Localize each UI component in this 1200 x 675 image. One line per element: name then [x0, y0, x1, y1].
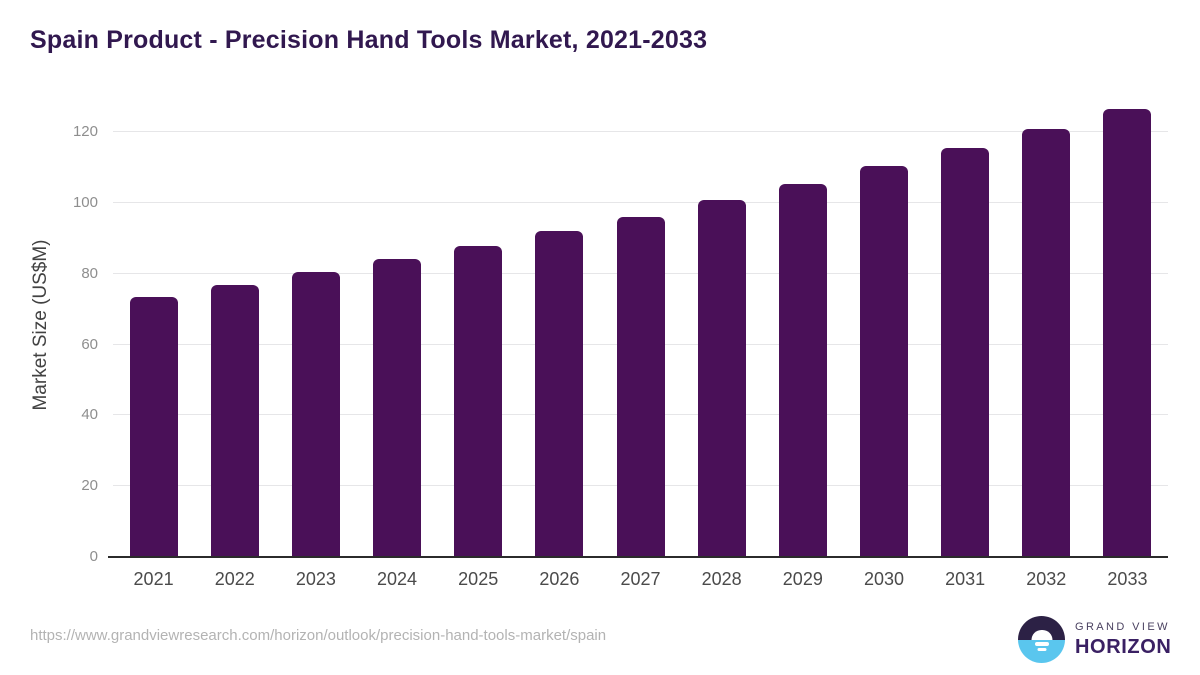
x-tick-2025: 2025 [458, 569, 499, 589]
logo-brand-line1: GRAND VIEW [1075, 620, 1170, 633]
bar-slot-2022: 2022 [194, 97, 275, 589]
x-tick-2027: 2027 [620, 569, 661, 589]
y-tick-120: 120 [72, 123, 98, 141]
x-tick-2030: 2030 [863, 569, 904, 589]
x-tick-2026: 2026 [539, 569, 580, 589]
bar-2026 [535, 231, 584, 557]
bar-slot-2029: 2029 [762, 97, 843, 589]
brand-logo: GRAND VIEW HORIZON [1018, 616, 1171, 663]
x-tick-2024: 2024 [377, 569, 418, 589]
bar-2027 [616, 216, 665, 557]
bar-2022 [210, 285, 259, 557]
bar-slot-2023: 2023 [275, 97, 356, 589]
logo-sky-half [1018, 616, 1065, 640]
gridline-120 [113, 131, 1168, 133]
logo-sun-shape [1031, 629, 1052, 640]
bar-slot-2030: 2030 [843, 97, 924, 589]
gridline-100 [113, 202, 1168, 204]
bar-slot-2021: 2021 [113, 97, 194, 589]
y-tick-100: 100 [72, 194, 98, 212]
x-axis-line [108, 556, 1168, 558]
y-tick-40: 40 [81, 406, 98, 424]
x-tick-2023: 2023 [295, 569, 336, 589]
logo-reflection-line [1037, 648, 1046, 652]
bar-2021 [129, 297, 178, 557]
x-tick-2022: 2022 [214, 569, 255, 589]
logo-wordmark: GRAND VIEW HORIZON [1075, 621, 1171, 659]
y-tick-0: 0 [89, 548, 98, 565]
bar-2033 [1103, 108, 1152, 557]
bar-slot-2024: 2024 [356, 97, 437, 589]
y-tick-80: 80 [81, 264, 98, 282]
sun-over-horizon-icon [1018, 616, 1065, 663]
bar-2029 [778, 184, 827, 557]
bar-slot-2032: 2032 [1006, 97, 1087, 589]
bar-slot-2027: 2027 [600, 97, 681, 589]
logo-reflection-line [1034, 642, 1049, 647]
logo-brand-line2: HORIZON [1075, 635, 1172, 658]
bar-slot-2031: 2031 [925, 97, 1006, 589]
bar-series: 2021 2022 2023 2024 2025 2026 2027 2028 2029 2030… [113, 97, 1168, 589]
y-axis-tick-labels: 0 20 40 60 80 100 120 [40, 97, 98, 565]
bar-2025 [454, 245, 503, 557]
bar-2028 [697, 200, 746, 557]
bar-2030 [859, 166, 908, 557]
x-tick-2029: 2029 [782, 569, 823, 589]
source-url: https://www.grandviewresearch.com/horizo… [30, 627, 607, 644]
y-tick-60: 60 [81, 335, 98, 353]
bar-slot-2026: 2026 [519, 97, 600, 589]
bar-slot-2028: 2028 [681, 97, 762, 589]
x-tick-2032: 2032 [1026, 569, 1067, 589]
bar-slot-2025: 2025 [438, 97, 519, 589]
x-tick-2031: 2031 [945, 569, 986, 589]
bar-slot-2033: 2033 [1087, 97, 1168, 589]
bar-2023 [291, 272, 340, 557]
bar-2032 [1022, 128, 1071, 557]
chart-title: Spain Product - Precision Hand Tools Mar… [30, 26, 708, 54]
x-tick-2028: 2028 [701, 569, 742, 589]
x-tick-2021: 2021 [133, 569, 174, 589]
y-tick-20: 20 [81, 477, 98, 495]
x-tick-2033: 2033 [1107, 569, 1148, 589]
bar-2031 [941, 147, 990, 557]
plot-area: 2021 2022 2023 2024 2025 2026 2027 2028 2029 2030… [108, 97, 1168, 589]
bar-2024 [373, 259, 422, 557]
